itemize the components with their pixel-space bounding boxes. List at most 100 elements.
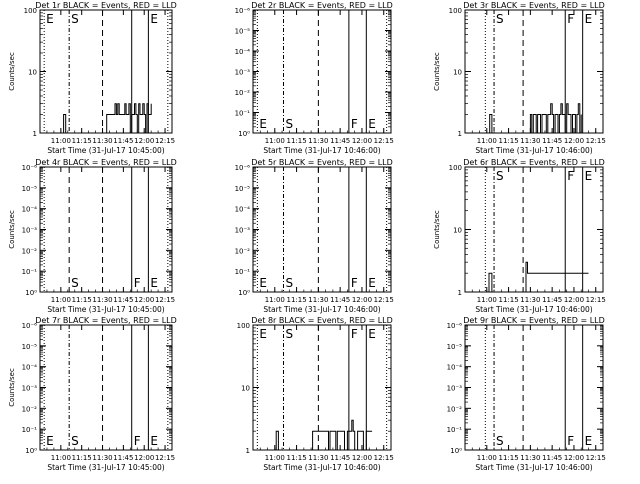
- x-tick-label: 11:30: [520, 296, 540, 304]
- x-tick-label: 11:45: [113, 454, 133, 462]
- x-tick-label: 11:30: [92, 137, 112, 145]
- y-tick-label: 10⁻³: [235, 69, 251, 77]
- x-tick-label: 11:00: [477, 137, 497, 145]
- event-marker-label: E: [150, 12, 158, 26]
- x-tick-label: 11:30: [520, 454, 540, 462]
- y-tick-label: 100: [237, 322, 250, 330]
- event-marker-label: F: [134, 276, 141, 290]
- y-tick-label: 10: [28, 69, 37, 77]
- event-marker-label: S: [496, 12, 504, 26]
- x-tick-label: 11:30: [92, 454, 112, 462]
- x-tick-label: 12:00: [352, 296, 372, 304]
- event-marker-label: F: [567, 169, 574, 183]
- x-tick-label: 11:00: [265, 137, 285, 145]
- x-tick-label: 11:00: [477, 454, 497, 462]
- x-tick-label: 11:15: [286, 296, 306, 304]
- panel-det-7: Det 7r BLACK = Events, RED = LLD 10⁰ 10⁻¹ 1…: [8, 316, 177, 472]
- event-marker-label: E: [259, 276, 267, 290]
- x-tick-label: 11:45: [542, 296, 562, 304]
- event-marker-label: E: [150, 276, 158, 290]
- event-marker-label: F: [134, 434, 141, 448]
- y-tick-label: 10⁻³: [447, 385, 463, 393]
- event-marker-label: S: [286, 327, 294, 341]
- y-tick-label: 100: [449, 7, 462, 15]
- panel-det-1: Det 1r BLACK = Events, RED = LLD 1 10 100 11…: [8, 1, 177, 155]
- y-tick-label: 1: [33, 130, 37, 138]
- y-tick-label: 10⁻²: [235, 89, 251, 97]
- y-tick-label: 10⁻²: [22, 405, 38, 413]
- y-tick-label: 10⁻⁶: [447, 322, 463, 330]
- panel-det-6: Det 6r BLACK = Events, RED = LLD 1 10 100 11…: [433, 158, 606, 314]
- x-tick-label: 12:15: [155, 137, 175, 145]
- x-tick-label: 11:45: [330, 296, 350, 304]
- y-tick-label: 10⁻⁴: [235, 48, 251, 56]
- y-tick-label: 10⁻¹: [447, 426, 463, 434]
- event-marker-label: E: [585, 12, 593, 26]
- event-marker-label: S: [496, 169, 504, 183]
- event-marker-label: S: [286, 276, 294, 290]
- x-tick-label: 12:00: [352, 454, 372, 462]
- y-tick-label: 10⁻⁴: [235, 206, 251, 214]
- x-tick-label: 11:15: [498, 454, 518, 462]
- panel-det-2: Det 2r BLACK = Events, RED = LLD 10⁰ 10⁻¹ 1…: [235, 1, 394, 155]
- y-tick-label: 1: [246, 447, 250, 455]
- event-marker-label: F: [351, 276, 358, 290]
- x-tick-label: 11:00: [265, 454, 285, 462]
- x-tick-label: 11:30: [308, 296, 328, 304]
- event-marker-label: E: [46, 434, 54, 448]
- x-axis-label: Start Time (31-Jul-17 10:46:00): [263, 305, 380, 314]
- y-tick-label: 10⁻⁶: [22, 322, 38, 330]
- series-line: [488, 103, 582, 134]
- x-axis-label: Start Time (31-Jul-17 10:45:00): [47, 305, 164, 314]
- x-tick-label: 12:15: [586, 137, 606, 145]
- x-tick-label: 12:15: [586, 296, 606, 304]
- event-marker-label: E: [368, 327, 376, 341]
- y-tick-label: 10⁻³: [22, 227, 38, 235]
- x-tick-label: 11:15: [72, 137, 92, 145]
- y-tick-label: 1: [458, 130, 462, 138]
- event-marker-label: F: [351, 117, 358, 131]
- y-axis-label: Counts/sec: [433, 210, 441, 249]
- plot-frame: [39, 9, 173, 134]
- y-tick-label: 10⁰: [25, 447, 37, 455]
- x-tick-label: 11:30: [520, 137, 540, 145]
- x-tick-label: 11:15: [498, 137, 518, 145]
- event-marker-label: F: [567, 434, 574, 448]
- panel-det-8: Det 8r BLACK = Events, RED = LLD 1 10 100 11…: [237, 316, 394, 472]
- y-tick-label: 10⁻⁶: [235, 7, 251, 15]
- x-tick-label: 11:15: [498, 296, 518, 304]
- plot-frame: [39, 324, 173, 451]
- x-tick-label: 12:00: [134, 137, 154, 145]
- x-tick-label: 11:45: [330, 454, 350, 462]
- event-marker-label: E: [150, 434, 158, 448]
- x-tick-label: 12:15: [155, 454, 175, 462]
- x-tick-label: 11:30: [308, 454, 328, 462]
- plot-frame: [252, 166, 392, 293]
- x-tick-label: 11:15: [286, 137, 306, 145]
- panel-title: Det 2r BLACK = Events, RED = LLD: [251, 1, 393, 10]
- series-line: [62, 103, 152, 134]
- panel-title: Det 7r BLACK = Events, RED = LLD: [35, 316, 177, 325]
- y-tick-label: 10⁻⁴: [22, 364, 38, 372]
- y-tick-label: 10⁻⁵: [22, 343, 38, 351]
- x-tick-label: 11:45: [542, 454, 562, 462]
- x-tick-label: 11:15: [72, 296, 92, 304]
- y-tick-label: 10⁻²: [235, 247, 251, 255]
- event-marker-label: E: [259, 327, 267, 341]
- x-tick-label: 12:15: [155, 296, 175, 304]
- x-tick-label: 11:30: [308, 137, 328, 145]
- x-tick-label: 12:15: [586, 454, 606, 462]
- event-marker-label: E: [259, 117, 267, 131]
- y-tick-label: 10⁰: [25, 289, 37, 297]
- panel-det-9: Det 9r BLACK = Events, RED = LLD 10⁰ 10⁻¹ 1…: [447, 316, 606, 472]
- y-axis-label: Counts/sec: [433, 52, 441, 91]
- y-tick-label: 10⁻¹: [235, 268, 251, 276]
- y-tick-label: 10⁻¹: [235, 110, 251, 118]
- y-tick-label: 10⁻⁵: [22, 185, 38, 193]
- x-axis-label: Start Time (31-Jul-17 10:45:00): [47, 463, 164, 472]
- series-line: [274, 419, 373, 451]
- y-tick-label: 10⁻⁵: [235, 185, 251, 193]
- event-marker-label: F: [567, 12, 574, 26]
